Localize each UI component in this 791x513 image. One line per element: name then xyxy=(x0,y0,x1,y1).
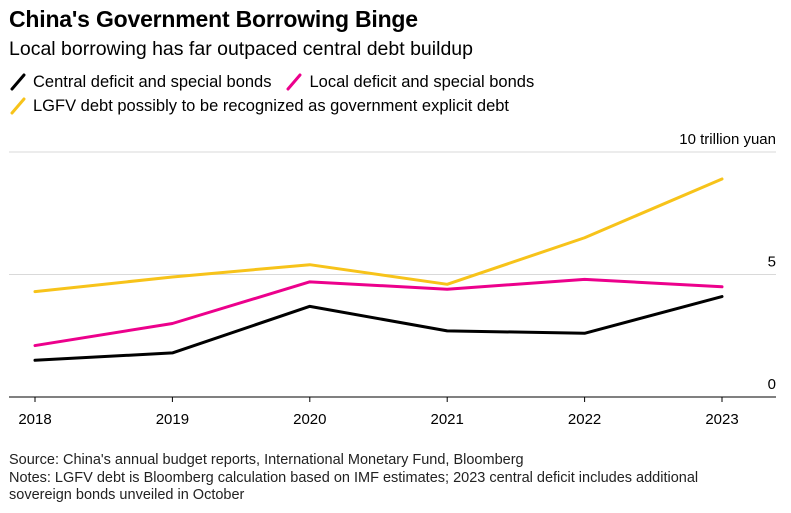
series-line-local xyxy=(33,277,724,348)
x-tick-label: 2023 xyxy=(705,411,738,428)
series-line-central xyxy=(33,295,724,362)
chart-subtitle: Local borrowing has far outpaced central… xyxy=(9,38,473,60)
y-tick-label: 5 xyxy=(768,254,776,271)
legend-item-lgfv: LGFV debt possibly to be recognized as g… xyxy=(9,96,509,116)
x-tick-label: 2018 xyxy=(18,411,51,428)
legend-label-central: Central deficit and special bonds xyxy=(33,72,272,91)
series-line-lgfv xyxy=(33,177,724,294)
legend-label-local: Local deficit and special bonds xyxy=(309,72,535,91)
x-tick-label: 2022 xyxy=(568,411,601,428)
legend-swatch-central xyxy=(10,73,26,91)
legend-item-central: Central deficit and special bonds xyxy=(9,72,271,92)
legend-item-local: Local deficit and special bonds xyxy=(285,72,534,92)
legend-swatch-local xyxy=(286,73,302,91)
legend-swatch-lgfv xyxy=(10,97,26,115)
legend-row-2: LGFV debt possibly to be recognized as g… xyxy=(9,96,523,116)
chart-title: China's Government Borrowing Binge xyxy=(9,6,418,32)
footer-source: Source: China's annual budget reports, I… xyxy=(9,452,524,468)
footer-notes: Notes: LGFV debt is Bloomberg calculatio… xyxy=(9,470,699,486)
x-tick-label: 2020 xyxy=(293,411,326,428)
footer-notes-continued: sovereign bonds unveiled in October xyxy=(9,487,245,503)
y-tick-label: 10 trillion yuan xyxy=(679,131,776,148)
x-tick-label: 2019 xyxy=(156,411,189,428)
legend-label-lgfv: LGFV debt possibly to be recognized as g… xyxy=(33,96,510,115)
y-tick-label: 0 xyxy=(768,376,776,393)
x-tick-label: 2021 xyxy=(431,411,464,428)
legend-row-1: Central deficit and special bonds Local … xyxy=(9,72,548,92)
